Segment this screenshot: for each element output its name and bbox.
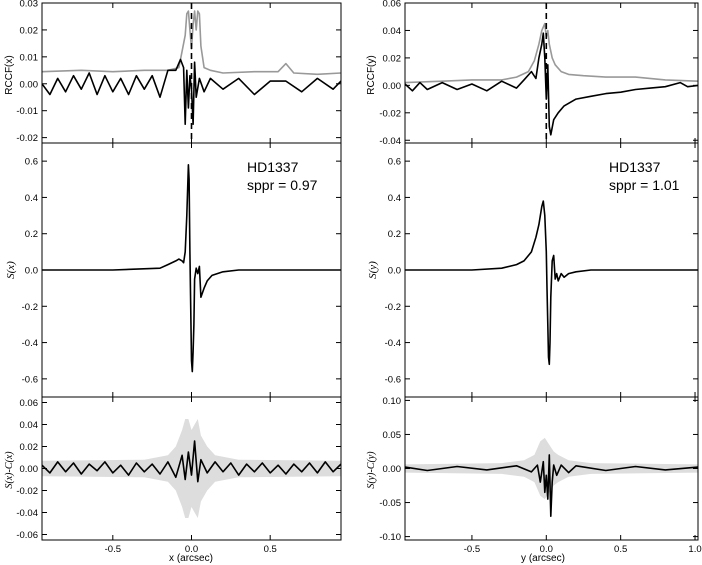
right-mid-ytick-label: 0.6 [388, 157, 401, 168]
right-top-ytick-label: -0.02 [379, 108, 401, 119]
left-top-ytick-label: -0.02 [16, 133, 38, 144]
left-mid-ytick-label: 0.2 [25, 229, 38, 240]
left-bottom-xtick-label: 0.5 [264, 544, 277, 555]
left-bot-ylabel: S(x)-C(x) [4, 451, 15, 489]
right-bottom-ytick-label: 0.10 [383, 396, 402, 407]
left-mid-ytick-label: -0.6 [22, 374, 38, 385]
left-bottom-ytick-label: 0.02 [20, 442, 39, 453]
left-top-ytick-label: 0.02 [20, 25, 39, 36]
right-top-ytick-label: 0.02 [383, 53, 402, 64]
left-star-label: HD1337 [247, 159, 299, 175]
left-bottom-ytick-label: 0.04 [20, 420, 39, 431]
left-bottom-xtick-label: -0.5 [105, 544, 121, 555]
right-bottom-xtick-label: 1.0 [688, 544, 701, 555]
left-bottom-ytick-label: 0.06 [20, 398, 39, 409]
left-bottom-ytick-label: -0.02 [16, 486, 38, 497]
plot-layer: -0.02 -0.01 0.00 0.01 0.02 0.03 -0.6 -0.4 -0.2 0.… [16, 0, 701, 555]
right-sppr-label: sppr = 1.01 [609, 177, 680, 193]
left-mid-ytick-label: 0.0 [25, 266, 38, 277]
right-bot-ylabel: S(y)-C(y) [366, 451, 377, 489]
left-bottom-ytick-label: -0.06 [16, 530, 38, 541]
right-mid-ylabel: S(y) [367, 261, 379, 279]
right-mid-ytick-label: -0.2 [385, 302, 401, 313]
right-mid-series-0-line [405, 200, 698, 366]
right-top-ytick-label: -0.04 [379, 136, 401, 147]
right-top-ytick-label: 0.06 [383, 0, 402, 10]
right-mid-ytick-label: 0.4 [388, 193, 401, 204]
left-top-ytick-label: 0.01 [20, 52, 39, 63]
left-top-series-1-line [41, 58, 342, 125]
left-top-ylabel: RCCF(x) [4, 55, 15, 94]
right-mid-ytick-label: 0.2 [388, 229, 401, 240]
right-mid-ytick-label: -0.4 [385, 338, 401, 349]
left-top-ytick-label: 0.03 [20, 0, 39, 10]
right-bottom-ytick-label: 0.00 [383, 464, 402, 475]
left-mid-ytick-label: -0.2 [22, 302, 38, 313]
right-bottom-ytick-label: 0.05 [383, 430, 402, 441]
right-bottom-series-0-line [404, 454, 699, 518]
right-bottom-xtick-label: 0.5 [614, 544, 627, 555]
left-mid-series-0-line [42, 164, 341, 373]
right-bottom-error-band [405, 437, 698, 500]
left-bottom-ytick-label: -0.04 [16, 508, 38, 519]
left-bottom-xtick-label: 0.0 [185, 544, 198, 555]
right-bottom-ytick-label: -0.10 [379, 532, 401, 543]
right-top-ytick-label: 0.00 [383, 81, 402, 92]
right-bottom-xtick-label: -0.5 [464, 544, 480, 555]
left-mid-ylabel: S(x) [5, 261, 17, 279]
right-star-label: HD1337 [609, 159, 661, 175]
left-top-ytick-label: -0.01 [16, 106, 38, 117]
left-bottom-ytick-label: 0.00 [20, 464, 39, 475]
right-top-series-1-line [404, 32, 699, 136]
right-mid-ytick-label: 0.0 [388, 266, 401, 277]
right-top-ylabel: RCCF(y) [366, 55, 377, 94]
right-top-ytick-label: 0.04 [383, 26, 402, 37]
left-mid-ytick-label: 0.6 [25, 157, 38, 168]
right-top-series-0-line [404, 22, 699, 84]
left-mid-ytick-label: 0.4 [25, 193, 38, 204]
left-top-ytick-label: 0.00 [20, 79, 39, 90]
right-mid-ytick-label: -0.6 [385, 374, 401, 385]
right-top-frame [404, 2, 699, 144]
left-bottom-series-0-line [41, 440, 342, 483]
left-sppr-label: sppr = 0.97 [247, 177, 318, 193]
left-xlabel: x (arcsec) [169, 553, 213, 564]
right-xlabel: y (arcsec) [521, 553, 565, 564]
left-mid-ytick-label: -0.4 [22, 338, 38, 349]
right-bottom-xtick-label: 0.0 [540, 544, 553, 555]
right-bottom-ytick-label: -0.05 [379, 498, 401, 509]
